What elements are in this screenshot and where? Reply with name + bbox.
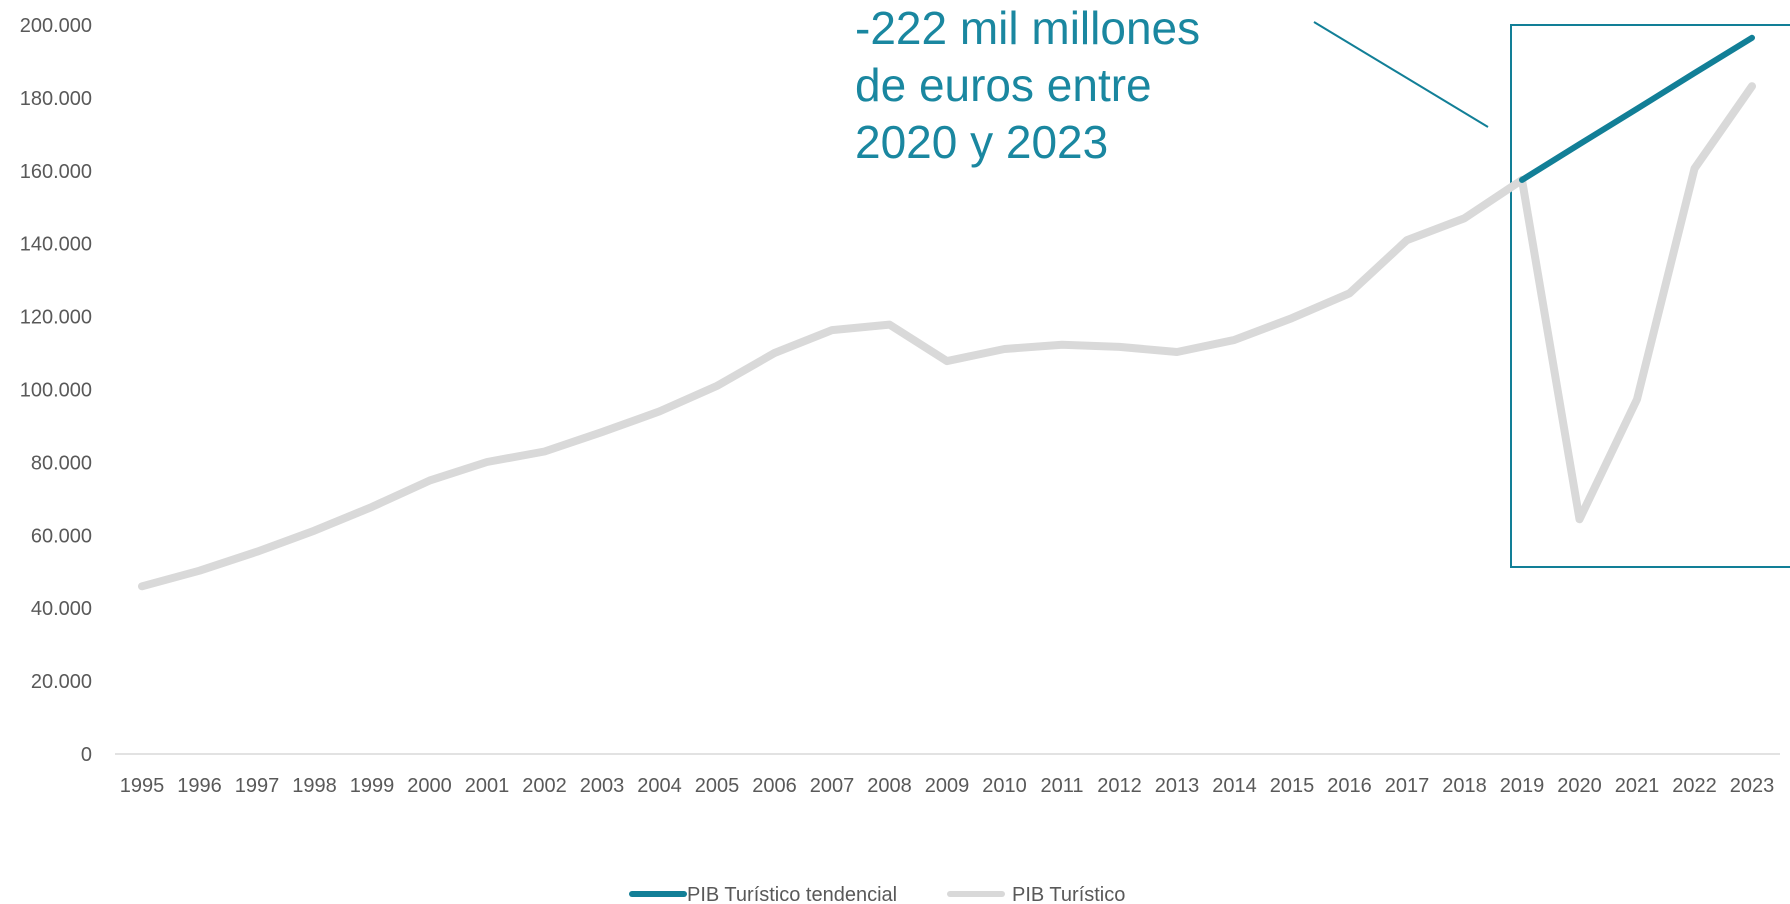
annotation-text-line: -222 mil millones — [855, 2, 1200, 54]
x-tick-label: 1997 — [235, 775, 280, 797]
x-tick-label: 2007 — [810, 775, 855, 797]
x-tick-label: 2015 — [1270, 775, 1315, 797]
annotation-text-line: 2020 y 2023 — [855, 116, 1108, 168]
x-tick-label: 2019 — [1500, 775, 1545, 797]
x-tick-label: 2016 — [1327, 775, 1372, 797]
x-tick-label: 1998 — [292, 775, 337, 797]
x-tick-label: 2009 — [925, 775, 970, 797]
x-tick-label: 2021 — [1615, 775, 1660, 797]
y-tick-label: 80.000 — [31, 452, 92, 474]
x-tick-label: 2005 — [695, 775, 740, 797]
series-line-pib-turistico — [138, 82, 1756, 591]
x-tick-label: 1996 — [177, 775, 222, 797]
x-tick-label: 2013 — [1155, 775, 1200, 797]
x-tick-label: 2023 — [1730, 775, 1775, 797]
x-tick-label: 2000 — [407, 775, 452, 797]
y-tick-label: 0 — [81, 744, 92, 766]
y-tick-label: 20.000 — [31, 671, 92, 693]
y-tick-label: 140.000 — [20, 234, 92, 256]
x-tick-label: 2010 — [982, 775, 1027, 797]
x-tick-label: 2020 — [1557, 775, 1602, 797]
series-lines — [138, 34, 1756, 591]
x-tick-label: 2017 — [1385, 775, 1430, 797]
x-axis-labels: 1995 1996 1997 1998 1999 2000 2001 2002 2003 2004… — [120, 775, 1775, 797]
x-tick-label: 2006 — [752, 775, 797, 797]
x-tick-label: 2022 — [1672, 775, 1717, 797]
y-axis-labels: 0 20.000 40.000 60.000 80.000 100.000 120.000 1… — [20, 15, 92, 766]
x-tick-label: 1995 — [120, 775, 165, 797]
y-tick-label: 60.000 — [31, 525, 92, 547]
x-tick-label: 2003 — [580, 775, 625, 797]
y-tick-label: 200.000 — [20, 15, 92, 37]
x-tick-label: 1999 — [350, 775, 395, 797]
y-tick-label: 160.000 — [20, 161, 92, 183]
y-tick-label: 180.000 — [20, 88, 92, 110]
highlight-box — [1510, 24, 1790, 568]
legend-label: PIB Turístico tendencial — [687, 884, 897, 904]
y-tick-label: 40.000 — [31, 598, 92, 620]
annotation-text-line: de euros entre — [855, 59, 1152, 111]
x-tick-label: 2014 — [1212, 775, 1257, 797]
y-tick-label: 100.000 — [20, 380, 92, 402]
legend: PIB Turístico tendencial PIB Turístico — [629, 884, 1125, 904]
x-tick-label: 2008 — [867, 775, 912, 797]
x-tick-label: 2004 — [637, 775, 682, 797]
y-tick-label: 120.000 — [20, 307, 92, 329]
x-tick-label: 2002 — [522, 775, 567, 797]
x-tick-label: 2012 — [1097, 775, 1142, 797]
x-tick-label: 2018 — [1442, 775, 1487, 797]
x-tick-label: 2011 — [1040, 775, 1083, 797]
annotation-pointer-line — [1313, 21, 1489, 128]
legend-label: PIB Turístico — [1012, 884, 1125, 904]
series-line-pib-turistico-tendencial — [1519, 34, 1755, 183]
x-tick-label: 2001 — [465, 775, 510, 797]
